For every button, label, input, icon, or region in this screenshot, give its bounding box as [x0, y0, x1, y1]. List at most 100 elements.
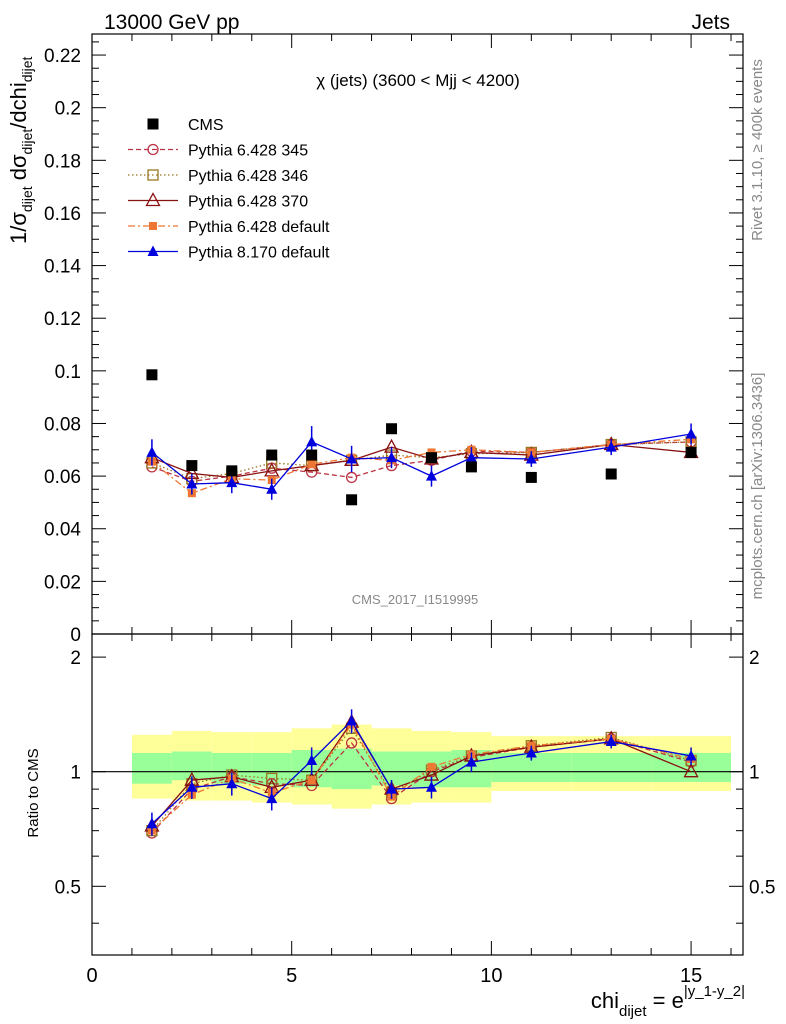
marker-square [307, 460, 316, 469]
x-axis-label: chidijet = e|y_1-y_2| [591, 983, 745, 1020]
marker-circle-open [345, 471, 358, 484]
y-tick-label: 0.22 [44, 46, 81, 67]
series-line [151, 441, 692, 480]
y-tick-label: 0 [70, 625, 81, 646]
ratio-panel-frame [91, 633, 744, 956]
marker-square [147, 118, 159, 130]
series-layer [144, 369, 699, 839]
marker-triangle [425, 781, 437, 792]
series-main-pythia-8-170-default [146, 423, 697, 500]
series-line [151, 723, 692, 832]
band-inner [331, 748, 372, 790]
legend-entry: Pythia 6.428 346 [128, 168, 308, 185]
marker-square [307, 776, 316, 785]
series-main-cms [146, 369, 697, 506]
marker-triangle [306, 435, 318, 447]
marker-square [525, 471, 537, 483]
rivet-label: Rivet 3.1.10, ≥ 400k events [749, 59, 766, 241]
marker-triangle-open [264, 462, 280, 477]
legend-label: CMS [188, 117, 224, 134]
axis-text: 0 5 10 15 0 0.02 0.04 0.06 0.08 0.1 0.12 0.14 0.16 0.… [44, 46, 775, 987]
y-tick-label: 0.04 [44, 520, 81, 541]
legend: CMS Pythia 6.428 345 Pythia 6.428 346 Pythi… [128, 117, 330, 262]
marker-triangle [266, 792, 278, 804]
marker-square [425, 452, 437, 464]
series-line [151, 433, 692, 490]
marker-triangle [386, 783, 398, 794]
legend-label: Pythia 6.428 370 [188, 194, 308, 211]
legend-entry: CMS [147, 117, 224, 134]
marker-square [427, 762, 436, 771]
series-line [151, 443, 692, 479]
band-inner [171, 751, 212, 781]
marker-triangle [605, 441, 617, 452]
band-inner [571, 752, 652, 782]
marker-circle-open [345, 737, 358, 749]
ratio-ylabel: Ratio to CMS [25, 748, 42, 837]
marker-square-open [266, 772, 278, 785]
header-right: Jets [691, 11, 730, 34]
marker-triangle [186, 478, 198, 489]
mcplots-label: mcplots.cern.ch [arXiv:1306.3436] [749, 373, 766, 600]
main-ylabel: 1/σdijet dσdijet/dchidijet [6, 56, 35, 244]
ratio-tick-label: 2 [70, 648, 81, 669]
marker-square [266, 449, 278, 461]
marker-triangle [525, 453, 537, 464]
x-tick-label: 10 [480, 965, 502, 987]
chart-title: χ (jets) (3600 < Mjj < 4200) [316, 71, 520, 90]
series-line [151, 438, 692, 494]
x-tick-label: 0 [86, 965, 97, 987]
ratio-tick-label-right: 1 [749, 763, 760, 784]
marker-square [346, 494, 358, 506]
marker-triangle [386, 451, 398, 463]
plot-frames [91, 33, 744, 956]
y-tick-label: 0.06 [44, 467, 81, 488]
marker-triangle [266, 483, 278, 494]
axis-ticks [91, 34, 743, 955]
y-tick-label: 0.08 [44, 414, 81, 435]
marker-triangle [425, 470, 437, 481]
ratio-tick-label: 1 [70, 763, 81, 784]
marker-triangle [525, 746, 537, 758]
marker-square-open [147, 169, 159, 181]
marker-square [605, 468, 617, 480]
marker-square [186, 460, 198, 472]
marker-square [465, 461, 477, 473]
y-tick-label: 0.2 [55, 99, 81, 120]
marker-triangle [186, 781, 198, 792]
x-tick-label: 5 [286, 965, 297, 987]
legend-entry: Pythia 6.428 370 [128, 192, 308, 211]
marker-triangle [226, 476, 238, 488]
legend-entry: Pythia 6.428 default [128, 219, 330, 236]
legend-label: Pythia 6.428 346 [188, 168, 308, 185]
legend-label: Pythia 6.428 default [188, 219, 330, 236]
marker-circle-open [147, 143, 159, 156]
marker-triangle [306, 754, 318, 766]
marker-triangle-open [145, 192, 161, 207]
series-ratio-pythia-8-170-default [146, 709, 697, 836]
marker-triangle [465, 756, 477, 767]
y-tick-label: 0.1 [55, 362, 81, 383]
band-inner [371, 751, 412, 786]
marker-square [149, 222, 157, 230]
marker-triangle [605, 735, 617, 747]
series-line [151, 719, 692, 825]
ratio-tick-label-right: 0.5 [749, 877, 775, 898]
y-tick-label: 0.16 [44, 204, 81, 225]
ratio-tick-label: 0.5 [55, 877, 81, 898]
legend-label: Pythia 6.428 345 [188, 143, 308, 160]
watermark: CMS_2017_I1519995 [352, 592, 479, 607]
marker-triangle [146, 817, 158, 829]
ratio-tick-label-right: 2 [749, 648, 760, 669]
marker-square [306, 449, 318, 461]
marker-triangle [465, 451, 477, 463]
marker-triangle [146, 446, 158, 457]
marker-square [386, 423, 398, 435]
y-tick-label: 0.02 [44, 572, 81, 593]
marker-triangle [147, 245, 159, 256]
legend-label: Pythia 8.170 default [188, 245, 330, 262]
marker-square [146, 369, 158, 381]
marker-triangle [226, 777, 238, 789]
marker-triangle [685, 428, 697, 439]
